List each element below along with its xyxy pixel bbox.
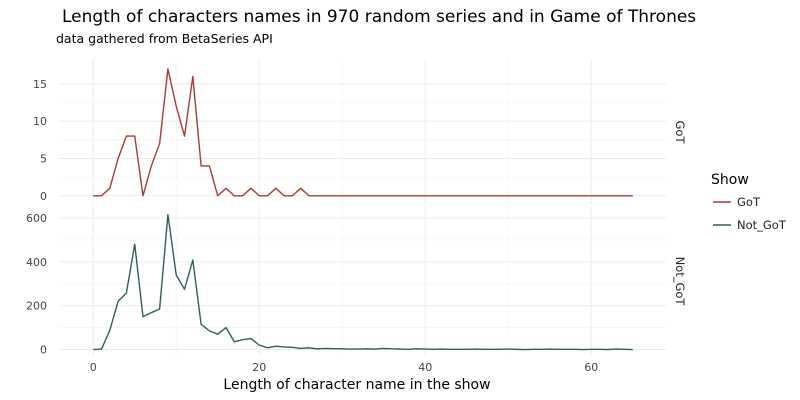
x-tick-label: 20 — [252, 361, 266, 374]
series-line-not-got — [93, 213, 633, 351]
y-tick-label: 0 — [40, 344, 47, 357]
y-tick-label: 400 — [26, 256, 47, 269]
y-tick-label: 15 — [33, 78, 47, 91]
x-tick-label: 0 — [90, 361, 97, 374]
y-tick-label: 10 — [33, 115, 47, 128]
legend-title: Show — [711, 172, 749, 188]
facet-not-got: 0 200 400 600 Not_GoT — [26, 207, 687, 357]
facet-panels: 0 5 10 15 GoT 0 200 400 600 Not_GoT 0 20 40 60 — [26, 60, 687, 374]
series-line-got — [93, 68, 633, 197]
facet-got: 0 5 10 15 GoT — [33, 60, 687, 204]
x-tick-label: 40 — [418, 361, 432, 374]
y-tick-label: 0 — [40, 190, 47, 203]
legend-label-not-got: Not_GoT — [737, 218, 787, 232]
x-tick-label: 60 — [584, 361, 598, 374]
x-axis-label: Length of character name in the show — [223, 377, 490, 393]
legend: Show GoT Not_GoT — [711, 172, 787, 232]
facet-strip-label: GoT — [673, 121, 687, 145]
legend-label-got: GoT — [737, 195, 761, 209]
chart-title: Length of characters names in 970 random… — [62, 7, 696, 27]
y-tick-label: 600 — [26, 212, 47, 225]
y-tick-label: 200 — [26, 300, 47, 313]
facet-strip-label: Not_GoT — [673, 257, 687, 307]
y-tick-label: 5 — [40, 152, 47, 165]
chart-subtitle: data gathered from BetaSeries API — [56, 31, 273, 46]
